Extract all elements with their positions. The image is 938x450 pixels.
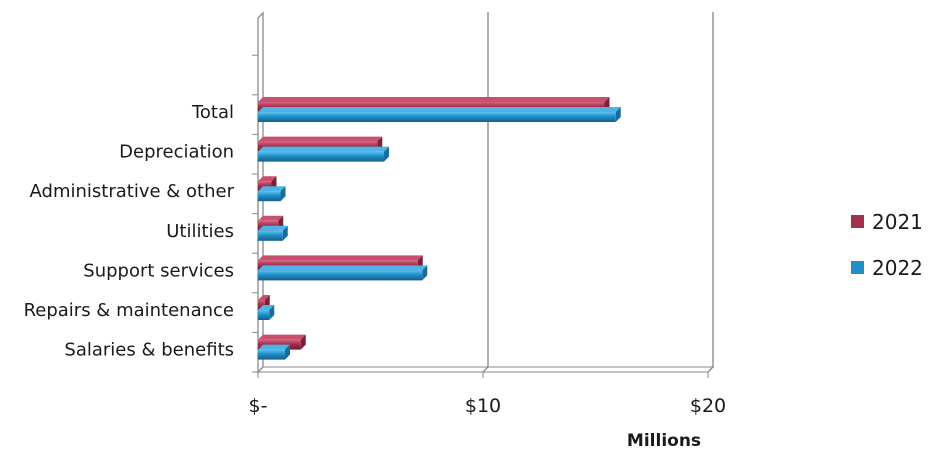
category-labels: Salaries & benefits Repairs & maintenance…: [24, 102, 235, 361]
bar-2022-total: [258, 107, 621, 122]
bar-2022-utilities: [258, 225, 288, 241]
x-tick-label: $10: [465, 395, 501, 417]
x-gridline-floor: [707, 366, 714, 373]
bar-2022-repairs-maintenance: [258, 305, 275, 320]
x-tick-label: $-: [249, 395, 268, 417]
bar-2022-depreciation: [258, 146, 389, 162]
x-axis-title: Millions: [627, 431, 701, 450]
legend-swatch-2022: [851, 261, 864, 274]
bar-2022-salaries-benefits: [258, 344, 290, 360]
category-label: Repairs & maintenance: [24, 300, 234, 321]
legend-label-2022: 2022: [872, 256, 923, 280]
x-tick-labels: $- $10 $20: [249, 395, 727, 417]
category-label: Utilities: [166, 221, 234, 242]
category-label: Administrative & other: [30, 181, 235, 202]
plot-frame: [252, 11, 715, 374]
category-label: Support services: [83, 260, 234, 281]
x-tick-label: $20: [690, 395, 726, 417]
x-gridline-floor: [482, 366, 489, 373]
bar-2022-administrative-other: [258, 186, 286, 202]
legend-swatch-2021: [851, 215, 864, 228]
bars: [258, 97, 621, 360]
gridlines: [257, 12, 714, 378]
category-label: Salaries & benefits: [64, 340, 234, 361]
category-label: Depreciation: [119, 142, 234, 163]
legend-label-2021: 2021: [872, 210, 923, 234]
category-label: Total: [191, 102, 234, 123]
bar-2022-support-services: [258, 265, 428, 281]
legend: 2021 2022: [851, 210, 923, 280]
